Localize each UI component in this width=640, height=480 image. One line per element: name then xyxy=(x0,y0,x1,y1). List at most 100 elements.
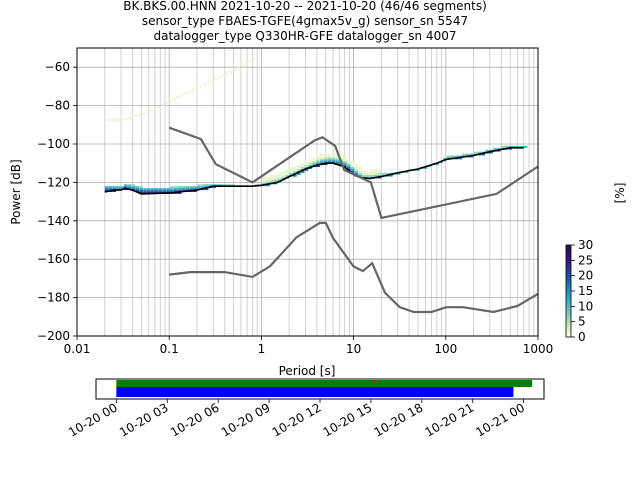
histogram-cell-faint xyxy=(112,119,116,121)
histogram-cell xyxy=(500,145,505,148)
histogram-cell xyxy=(477,151,482,154)
histogram-cell xyxy=(193,188,197,191)
histogram-cell xyxy=(323,161,328,164)
colorbar-tick-label: 15 xyxy=(578,284,593,298)
histogram-cell xyxy=(331,155,336,158)
histogram-cell xyxy=(131,188,136,191)
y-tick-label: −200 xyxy=(37,329,70,343)
histogram-cell xyxy=(273,178,278,181)
coverage-tick-label: 10-21 00 xyxy=(473,400,527,439)
histogram-cell xyxy=(312,163,316,166)
histogram-cell xyxy=(443,157,447,160)
histogram-cell-faint xyxy=(104,119,108,121)
histogram-cell xyxy=(131,186,136,189)
histogram-cell xyxy=(346,161,351,164)
histogram-cell xyxy=(423,167,428,169)
coverage-bars xyxy=(116,380,533,397)
histogram-cell xyxy=(354,165,359,168)
histogram-cell xyxy=(177,188,182,191)
coverage-tick-label: 10-20 00 xyxy=(66,400,120,439)
coverage-tick-label: 10-20 12 xyxy=(270,400,324,439)
histogram-cell xyxy=(512,145,516,148)
upper-envelope-line xyxy=(104,147,524,195)
histogram-cell xyxy=(143,190,147,192)
histogram-cell xyxy=(308,161,313,164)
histogram-cell xyxy=(262,176,266,179)
x-tick-label: 0.01 xyxy=(64,342,91,356)
histogram-cell xyxy=(339,153,343,156)
histogram-cell-faint xyxy=(150,109,154,112)
histogram-cell xyxy=(112,188,117,191)
y-tick-label: −140 xyxy=(37,214,70,228)
histogram-cell-faint xyxy=(188,90,191,93)
histogram-cell xyxy=(147,190,151,192)
histogram-cell xyxy=(335,161,340,164)
histogram-cell xyxy=(127,186,132,189)
histogram-cell xyxy=(473,151,478,154)
histogram-cell xyxy=(112,186,117,189)
histogram-cell-faint xyxy=(229,70,233,73)
histogram-cell xyxy=(339,157,343,160)
histogram-cell xyxy=(373,170,378,173)
histogram-cell xyxy=(331,157,336,160)
histogram-cell xyxy=(343,165,347,168)
histogram-cell xyxy=(316,157,320,160)
histogram-cell xyxy=(335,159,340,162)
histogram-cell xyxy=(197,184,201,187)
histogram-cell xyxy=(262,178,266,181)
x-tick-label: 0.1 xyxy=(160,342,179,356)
figure-title: BK.BKS.00.HNN 2021-10-20 -- 2021-10-20 (… xyxy=(123,0,487,43)
histogram-cell xyxy=(350,163,355,166)
histogram-cell xyxy=(516,145,520,148)
histogram-cell xyxy=(450,155,455,158)
histogram-cell-faint xyxy=(191,88,195,91)
histogram-cell xyxy=(220,184,224,187)
histogram-cell xyxy=(381,172,386,175)
histogram-cell-faint xyxy=(172,98,176,100)
histogram-cell xyxy=(504,145,509,148)
histogram-cell xyxy=(343,161,347,164)
histogram-cell xyxy=(273,174,278,177)
histogram-cell xyxy=(139,188,143,191)
histogram-cell xyxy=(492,147,497,150)
histogram-cell xyxy=(177,186,182,189)
histogram-cell xyxy=(327,155,332,158)
histogram-cell xyxy=(120,186,124,189)
histogram-cell xyxy=(289,170,293,173)
colorbar-label: [%] xyxy=(613,183,627,204)
histogram-cell xyxy=(123,184,128,187)
histogram-cell-faint xyxy=(116,119,119,121)
histogram-cell-faint xyxy=(142,112,146,115)
histogram-cell xyxy=(335,153,340,156)
histogram-cell xyxy=(170,188,174,191)
histogram-cell xyxy=(496,147,501,150)
y-tick-label: −80 xyxy=(45,99,70,113)
histogram-cell xyxy=(277,178,282,181)
histogram-cell xyxy=(435,163,439,166)
y-tick-label: −160 xyxy=(37,252,70,266)
histogram-cell xyxy=(481,153,486,156)
histogram-cell xyxy=(519,145,524,148)
histogram-cell xyxy=(304,163,309,166)
colorbar-gradient xyxy=(565,244,572,338)
title-line-3: datalogger_type Q330HR-GFE datalogger_sn… xyxy=(154,29,457,43)
histogram-cell xyxy=(154,188,159,191)
histogram-cell xyxy=(354,170,359,173)
histogram-cell xyxy=(216,184,220,187)
histogram-cell xyxy=(377,174,382,177)
histogram-cell xyxy=(212,184,217,187)
minor-grid xyxy=(104,48,535,336)
histogram-cell xyxy=(189,188,193,191)
colorbar-tick-label: 10 xyxy=(578,299,593,313)
histogram-cell xyxy=(270,180,274,183)
histogram-cell xyxy=(266,176,270,179)
histogram-cell xyxy=(131,184,136,187)
histogram-cell-faint xyxy=(184,92,188,95)
x-tick-label: 1 xyxy=(258,342,266,356)
colorbar-tick-label: 20 xyxy=(578,269,593,283)
histogram-cell xyxy=(358,172,363,175)
histogram-cell xyxy=(296,168,301,171)
histogram-cell xyxy=(296,167,301,169)
x-tick-label: 10 xyxy=(346,342,361,356)
